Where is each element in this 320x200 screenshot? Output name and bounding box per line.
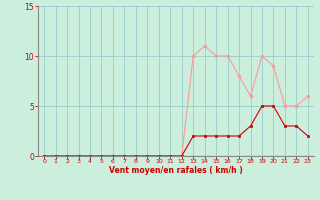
X-axis label: Vent moyen/en rafales ( km/h ): Vent moyen/en rafales ( km/h ) [109,166,243,175]
